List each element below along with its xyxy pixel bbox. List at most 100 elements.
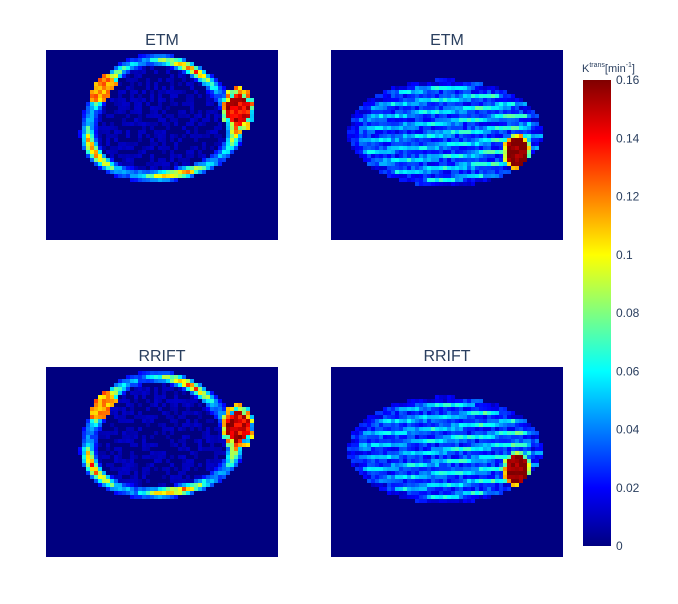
heatmap-cell [419, 102, 423, 106]
heatmap-cell [355, 459, 359, 463]
heatmap-cell [230, 423, 234, 427]
heatmap-cell [130, 431, 134, 435]
heatmap-cell [399, 463, 403, 467]
heatmap-cell [182, 379, 186, 383]
heatmap-cell [395, 419, 399, 423]
heatmap-cell [455, 459, 459, 463]
heatmap-cell [170, 114, 174, 118]
heatmap-cell [423, 467, 427, 471]
heatmap-cell [403, 130, 407, 134]
heatmap-cell [535, 146, 539, 150]
heatmap-cell [463, 170, 467, 174]
heatmap-cell [391, 439, 395, 443]
heatmap-cell [198, 114, 202, 118]
heatmap-cell [503, 435, 507, 439]
heatmap-cell [399, 419, 403, 423]
heatmap-cell [106, 435, 110, 439]
heatmap-cell [467, 419, 471, 423]
heatmap-cell [226, 110, 230, 114]
heatmap-cell [439, 126, 443, 130]
heatmap-cell [443, 459, 447, 463]
heatmap-cell [435, 399, 439, 403]
heatmap-cell [535, 118, 539, 122]
heatmap-cell [178, 62, 182, 66]
heatmap-cell [475, 110, 479, 114]
heatmap-cell [443, 162, 447, 166]
heatmap-cell [503, 411, 507, 415]
heatmap-cell [226, 407, 230, 411]
heatmap-cell [507, 423, 511, 427]
heatmap-cell [519, 435, 523, 439]
heatmap-cell [515, 98, 519, 102]
heatmap-cell [118, 407, 122, 411]
heatmap-cell [210, 90, 214, 94]
heatmap-cell [519, 126, 523, 130]
heatmap-cell [218, 471, 222, 475]
heatmap-cell [387, 146, 391, 150]
heatmap-cell [178, 475, 182, 479]
heatmap-cell [162, 375, 166, 379]
heatmap-cell [435, 395, 439, 399]
heatmap-cell [519, 455, 523, 459]
heatmap-cell [238, 98, 242, 102]
heatmap-cell [90, 455, 94, 459]
heatmap-cell [459, 403, 463, 407]
heatmap-cell [379, 427, 383, 431]
heatmap-cell [511, 114, 515, 118]
heatmap-cell [218, 415, 222, 419]
heatmap-cell [479, 399, 483, 403]
heatmap-cell [431, 114, 435, 118]
heatmap-cell [134, 479, 138, 483]
heatmap-cell [150, 415, 154, 419]
heatmap-cell [347, 126, 351, 130]
heatmap-cell [110, 451, 114, 455]
heatmap-cell [495, 435, 499, 439]
heatmap-cell [190, 110, 194, 114]
heatmap-cell [178, 158, 182, 162]
heatmap-cell [122, 391, 126, 395]
heatmap-cell [367, 98, 371, 102]
heatmap-cell [467, 122, 471, 126]
heatmap-cell [194, 162, 198, 166]
heatmap-cell [403, 487, 407, 491]
heatmap-cell [411, 102, 415, 106]
heatmap-cell [411, 463, 415, 467]
heatmap-cell [419, 475, 423, 479]
heatmap-cell [459, 419, 463, 423]
heatmap-cell [447, 459, 451, 463]
heatmap-cell [483, 158, 487, 162]
heatmap-cell [90, 419, 94, 423]
heatmap-cell [194, 134, 198, 138]
heatmap-cell [218, 98, 222, 102]
heatmap-cell [158, 90, 162, 94]
heatmap-cell [435, 94, 439, 98]
heatmap-cell [527, 471, 531, 475]
heatmap-cell [98, 483, 102, 487]
heatmap-cell [242, 415, 246, 419]
heatmap-cell [503, 170, 507, 174]
heatmap-cell [395, 479, 399, 483]
heatmap-cell [375, 106, 379, 110]
heatmap-cell [206, 459, 210, 463]
heatmap-cell [487, 443, 491, 447]
heatmap-cell [463, 122, 467, 126]
heatmap-cell [419, 419, 423, 423]
heatmap-cell [154, 70, 158, 74]
heatmap-cell [383, 126, 387, 130]
heatmap-cell [463, 435, 467, 439]
heatmap-cell [459, 443, 463, 447]
heatmap-cell [102, 475, 106, 479]
heatmap-cell [411, 459, 415, 463]
heatmap-cell [443, 118, 447, 122]
heatmap-cell [387, 98, 391, 102]
heatmap-cell [431, 142, 435, 146]
heatmap-cell [182, 471, 186, 475]
heatmap-cell [467, 162, 471, 166]
heatmap-cell [387, 487, 391, 491]
heatmap-cell [511, 126, 515, 130]
heatmap-cell [503, 94, 507, 98]
heatmap-cell [122, 122, 126, 126]
heatmap-cell [126, 375, 130, 379]
heatmap-cell [387, 483, 391, 487]
heatmap-cell [407, 467, 411, 471]
